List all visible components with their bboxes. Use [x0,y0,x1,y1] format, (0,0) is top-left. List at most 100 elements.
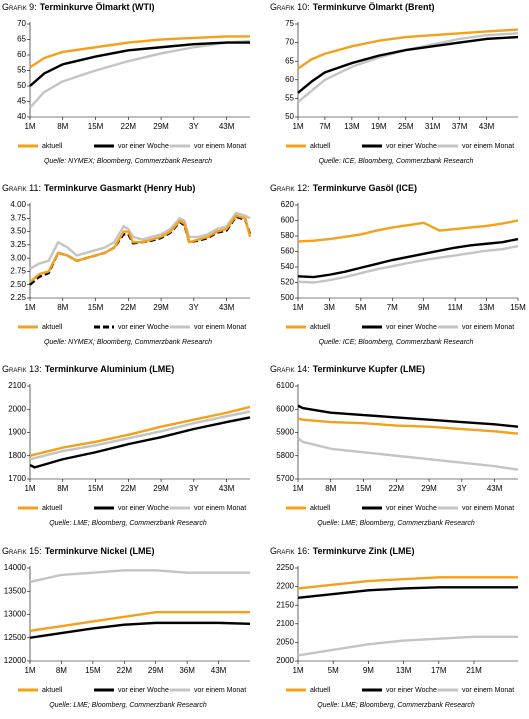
source-note: Quelle: LME; Bloomberg, Commerzbank Rese… [49,702,207,709]
y-tick-label: 13500 [4,586,27,595]
legend-label: aktuell [42,143,63,150]
y-tick-label: 2250 [276,563,294,572]
legend-label: vor einem Monat [462,505,514,512]
legend-label: aktuell [310,687,331,694]
chart-title: Grafik 13: Terminkurve Aluminium (LME) [2,364,174,374]
x-tick-label: 43M [487,484,503,493]
x-tick-label: 19M [371,122,387,131]
y-tick-label: 4.00 [10,200,26,209]
y-tick-label: 2050 [276,638,294,647]
x-tick-label: 43M [479,122,495,131]
chart-label: Grafik 10: [270,2,310,12]
series-line [29,214,252,283]
x-tick-label: 1M [24,122,35,131]
series-line [297,404,519,428]
x-tick-label: 15M [356,484,372,493]
chart-title: Grafik 12: Terminkurve Gasöl (ICE) [270,183,417,193]
y-tick-label: 12000 [4,656,27,665]
source-note: Quelle: NYMEX; Bloomberg, Commerzbank Re… [44,158,212,165]
x-tick-label: 21M [466,666,482,675]
chart-label: Grafik 14: [270,364,310,374]
y-tick-label: 620 [281,200,295,209]
x-tick-label: 1M [292,122,303,131]
y-tick-label: 1800 [8,451,26,460]
series-line [29,569,250,584]
chart-title-text: Terminkurve Zink (LME) [313,546,415,556]
source-note: Quelle: ICE, Bloomberg, Commerzbank Rese… [319,158,474,165]
x-tick-label: 11M [448,303,463,312]
x-tick-label: 3Y [189,122,199,131]
x-tick-label: 1M [292,484,303,493]
x-tick-label: 13M [344,122,360,131]
y-tick-label: 65 [17,35,26,44]
legend-label: aktuell [310,143,331,150]
series-line [29,410,251,461]
y-tick-label: 14000 [4,563,27,572]
y-tick-label: 2000 [8,404,26,413]
series-line [297,237,519,279]
legend-label: vor einer Woche [386,505,437,512]
x-tick-label: 29M [153,303,169,312]
x-tick-label: 25M [398,122,414,131]
series-line [29,621,251,639]
y-tick-label: 70 [17,19,26,28]
legend-label: vor einem Monat [462,687,514,694]
y-tick-label: 6100 [276,381,294,390]
x-tick-label: 29M [153,122,169,131]
source-note: Quelle: ICE; Bloomberg, Commerzbank Rese… [319,339,474,346]
x-tick-label: 9M [418,303,429,312]
chart-label: Grafik 12: [270,183,310,193]
x-tick-label: 15M [85,666,101,675]
chart-title-text: Terminkurve Kupfer (LME) [313,364,425,374]
x-tick-label: 3M [324,303,335,312]
x-tick-label: 5M [328,666,339,675]
legend-label: aktuell [310,505,331,512]
y-tick-label: 3.25 [10,240,26,249]
x-tick-label: 13M [396,666,412,675]
y-tick-label: 12500 [4,633,27,642]
y-tick-label: 580 [281,231,295,240]
x-tick-label: 8M [57,484,68,493]
x-tick-label: 29M [421,484,437,493]
y-tick-label: 2100 [276,619,294,628]
series-line [297,219,519,243]
legend-label: aktuell [310,324,331,331]
x-tick-label: 13M [479,303,495,312]
chart-title-text: Terminkurve Aluminium (LME) [45,364,175,374]
chart-title-text: Terminkurve Nickel (LME) [45,546,155,556]
x-tick-label: 1M [292,303,303,312]
y-tick-label: 540 [281,262,295,271]
y-tick-label: 600 [281,216,295,225]
chart-label: Grafik 16: [270,546,310,556]
y-tick-label: 75 [285,19,294,28]
y-tick-label: 1700 [8,474,26,483]
x-tick-label: 7M [319,122,330,131]
x-tick-label: 17M [431,666,447,675]
y-tick-label: 520 [281,278,295,287]
x-tick-label: 29M [153,484,169,493]
x-tick-label: 22M [121,484,137,493]
x-tick-label: 29M [148,666,164,675]
legend-label: vor einem Monat [462,324,514,331]
y-tick-label: 3.75 [10,213,26,222]
y-tick-label: 560 [281,247,295,256]
y-tick-label: 5700 [276,474,294,483]
x-tick-label: 15M [510,303,526,312]
x-tick-label: 15M [88,303,104,312]
y-tick-label: 65 [285,56,294,65]
x-tick-label: 22M [121,303,137,312]
x-tick-label: 22M [389,484,405,493]
y-tick-label: 3.50 [10,227,26,236]
legend-label: aktuell [42,324,63,331]
series-line [297,244,519,284]
legend-label: vor einer Woche [118,324,169,331]
x-tick-label: 8M [57,303,68,312]
x-tick-label: 1M [24,303,35,312]
series-line [29,35,250,69]
source-note: Quelle: LME; Bloomberg, Commerzbank Rese… [317,702,475,709]
x-tick-label: 8M [57,122,68,131]
y-tick-label: 55 [17,66,26,75]
series-line [297,32,519,104]
source-note: Quelle: LME; Bloomberg, Commerzbank Rese… [49,520,207,527]
